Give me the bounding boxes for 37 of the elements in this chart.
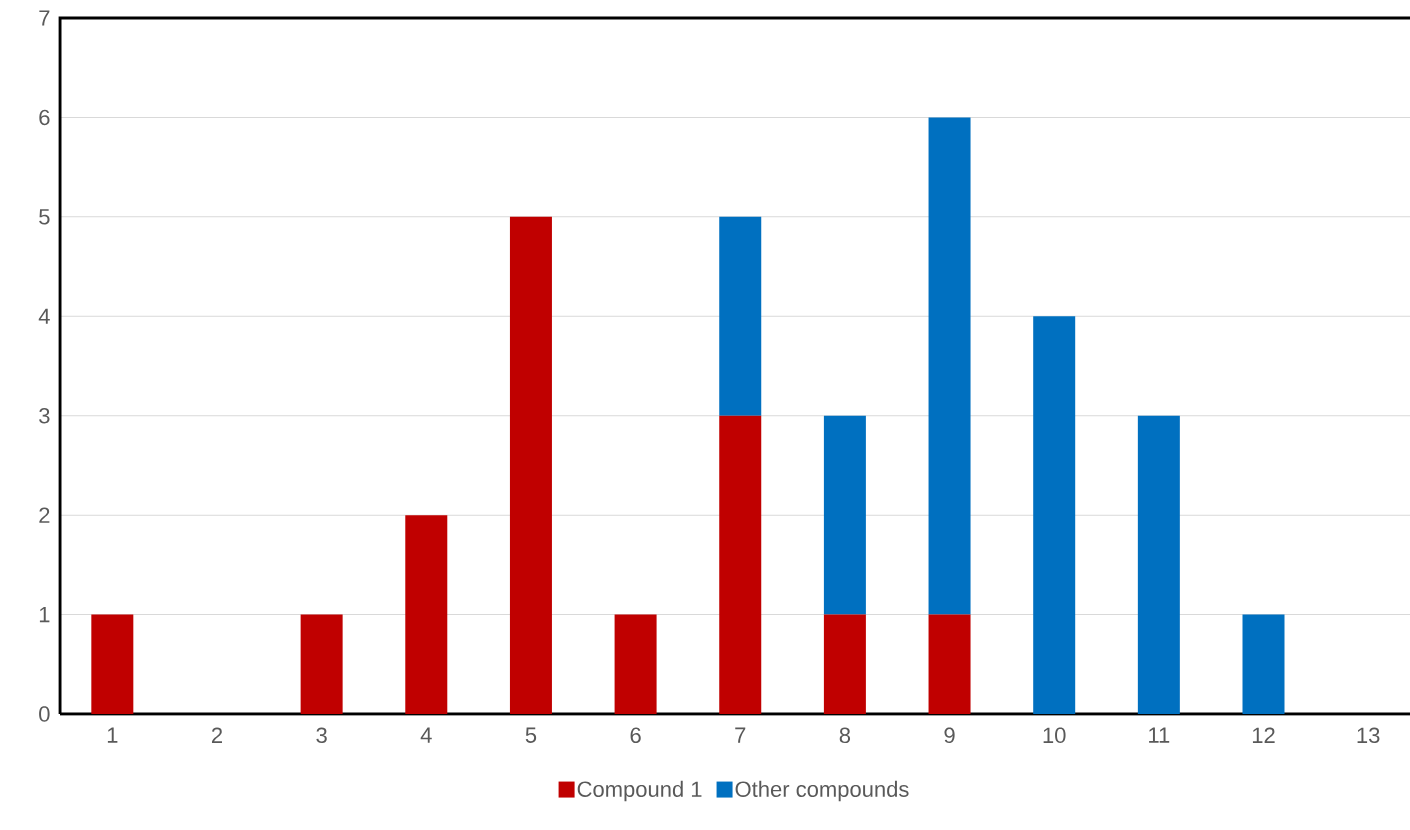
bar bbox=[1242, 614, 1285, 714]
bar bbox=[719, 415, 762, 714]
bar bbox=[823, 415, 866, 615]
y-tick-label: 6 bbox=[39, 109, 50, 126]
x-tick-label: 6 bbox=[630, 727, 641, 744]
bar bbox=[928, 117, 971, 615]
x-tick-label: 5 bbox=[525, 727, 537, 743]
x-tick-label: 8 bbox=[839, 727, 851, 744]
x-tick-label: 10 bbox=[1043, 727, 1066, 744]
bar bbox=[614, 614, 657, 714]
y-tick-label: 5 bbox=[39, 209, 50, 225]
y-tick-label: 1 bbox=[39, 607, 50, 623]
y-tick-label: 3 bbox=[39, 407, 50, 424]
y-tick-label: 0 bbox=[39, 706, 50, 722]
bar bbox=[91, 614, 134, 714]
x-tick-label: 2 bbox=[211, 727, 222, 743]
legend-label: Compound 1 bbox=[577, 780, 702, 802]
bar bbox=[300, 614, 343, 714]
x-tick-label: 4 bbox=[420, 727, 432, 743]
bar bbox=[719, 216, 762, 416]
x-tick-label: 9 bbox=[944, 727, 955, 744]
x-tick-label: 3 bbox=[316, 727, 327, 744]
bar bbox=[928, 614, 971, 714]
x-tick-label: 12 bbox=[1252, 727, 1275, 743]
y-tick-label: 2 bbox=[39, 507, 50, 523]
y-tick-label: 7 bbox=[39, 10, 50, 26]
bar bbox=[1033, 316, 1076, 714]
bar bbox=[823, 614, 866, 714]
x-tick-label: 1 bbox=[107, 727, 118, 743]
x-tick-label: 13 bbox=[1357, 727, 1380, 744]
legend-label: Other compounds bbox=[735, 780, 909, 802]
bar bbox=[1137, 415, 1180, 714]
x-tick-label: 11 bbox=[1149, 727, 1170, 743]
x-tick-label: 7 bbox=[735, 727, 746, 743]
bar bbox=[405, 515, 448, 714]
bar bbox=[509, 216, 552, 714]
y-tick-label: 4 bbox=[38, 308, 50, 324]
